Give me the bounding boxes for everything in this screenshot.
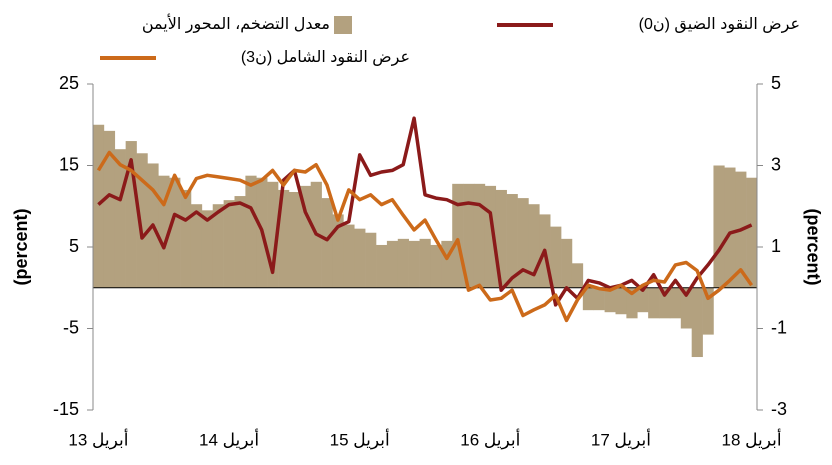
bar xyxy=(278,189,290,288)
bar xyxy=(408,240,420,288)
bar xyxy=(561,238,573,288)
legend-swatch xyxy=(334,16,352,34)
bar xyxy=(245,175,257,288)
bar xyxy=(299,185,312,288)
bar xyxy=(365,232,377,288)
bar xyxy=(452,183,464,288)
bar xyxy=(430,244,442,288)
bar xyxy=(582,287,595,311)
bar xyxy=(593,287,605,311)
y2-tick-label: -3 xyxy=(771,399,787,419)
x-tick-label: أبريل 16 xyxy=(460,428,520,449)
bar xyxy=(354,228,366,288)
y-tick-label: 15 xyxy=(59,154,79,174)
legend-label: عرض النقود الشامل (ن3) xyxy=(241,49,410,67)
y2-tick-label: 3 xyxy=(771,154,781,174)
bar xyxy=(724,167,736,288)
bar xyxy=(190,204,203,288)
bar xyxy=(103,130,116,288)
bar xyxy=(528,204,540,288)
bar xyxy=(746,177,758,288)
bar xyxy=(125,141,137,288)
bar xyxy=(201,210,214,288)
x-tick-label: أبريل 17 xyxy=(591,428,651,449)
bar xyxy=(288,191,301,288)
y2-tick-label: -1 xyxy=(771,317,787,337)
bar xyxy=(376,244,388,288)
y-tick-label: 25 xyxy=(59,73,79,93)
bar xyxy=(484,185,497,288)
bar xyxy=(473,183,486,288)
y-tick-label: -15 xyxy=(53,399,79,419)
bar xyxy=(495,189,507,288)
y-axis-label: (percent) xyxy=(11,208,31,285)
bar xyxy=(212,204,224,288)
line xyxy=(96,150,754,323)
bar xyxy=(343,224,355,288)
bar xyxy=(321,198,333,288)
bar xyxy=(169,177,181,288)
bar xyxy=(550,226,562,288)
bar xyxy=(669,287,682,319)
y-tick-label: 5 xyxy=(69,236,79,256)
x-tick-label: أبريل 13 xyxy=(68,428,128,449)
legend-label: عرض النقود الضيق (ن0) xyxy=(639,16,800,34)
bar xyxy=(517,198,529,288)
x-tick-label: أبريل 14 xyxy=(199,428,259,449)
bar xyxy=(659,287,671,319)
bar xyxy=(571,263,584,288)
bar xyxy=(604,287,616,313)
x-tick-label: أبريل 18 xyxy=(722,428,782,449)
bar xyxy=(397,238,409,288)
bar xyxy=(713,165,725,288)
bar xyxy=(441,240,453,288)
bar xyxy=(93,124,105,288)
bar xyxy=(691,287,703,358)
bar xyxy=(180,189,192,288)
y2-tick-label: 5 xyxy=(771,73,781,93)
line xyxy=(97,116,753,307)
bar xyxy=(114,149,126,288)
bar xyxy=(506,194,518,288)
bar xyxy=(637,287,649,313)
bar xyxy=(463,183,475,288)
bar xyxy=(419,238,431,288)
bar xyxy=(702,287,714,335)
bar xyxy=(223,200,235,288)
bar xyxy=(267,181,279,288)
bar xyxy=(136,153,148,288)
bar xyxy=(386,240,399,288)
bar xyxy=(680,287,692,329)
x-tick-label: أبريل 15 xyxy=(330,428,390,449)
y2-axis-label: (percent) xyxy=(803,208,823,285)
bar xyxy=(615,287,627,315)
bar xyxy=(626,287,638,319)
bar xyxy=(234,196,246,288)
bar xyxy=(332,214,344,288)
y-tick-label: -5 xyxy=(63,317,79,337)
legend-label: معدل التضخم، المحور الأيمن xyxy=(142,13,330,34)
y2-tick-label: 1 xyxy=(771,236,781,256)
bar xyxy=(648,287,660,319)
bar xyxy=(158,175,170,288)
